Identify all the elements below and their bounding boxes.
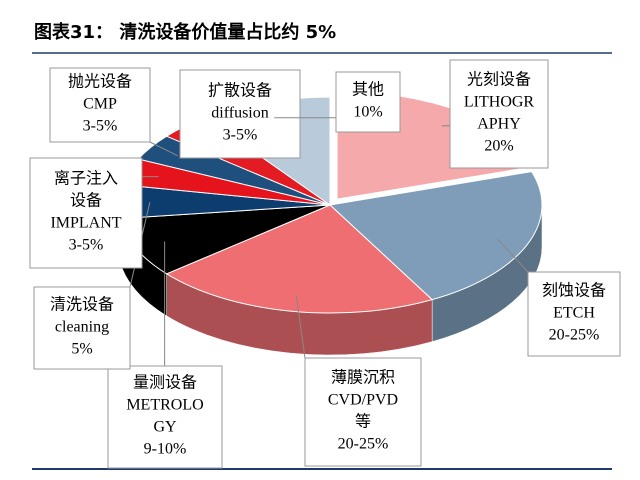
category-label: ETCH xyxy=(553,305,595,322)
callout-box xyxy=(29,157,143,269)
callout-box xyxy=(107,365,223,469)
callout-box xyxy=(49,67,151,143)
value-label: 3-5% xyxy=(69,237,104,254)
callout-box xyxy=(304,357,422,467)
category-label: METROLO xyxy=(126,397,203,414)
value-label: 20% xyxy=(484,138,513,155)
callout-box xyxy=(449,59,549,169)
category-label: 设备 xyxy=(70,192,102,210)
category-label: GY xyxy=(153,419,177,436)
callout-box xyxy=(527,271,621,357)
leader-line xyxy=(295,295,306,359)
category-label: 抛光设备 xyxy=(68,73,132,91)
category-label: cleaning xyxy=(55,319,109,336)
chart-title: 图表31： 清洗设备价值量占比约 5% xyxy=(34,21,336,43)
category-label: 薄膜沉积 xyxy=(331,369,395,387)
category-label: CMP xyxy=(83,96,117,113)
slice xyxy=(328,171,543,301)
value-label: 9-10% xyxy=(144,441,187,458)
callout-box xyxy=(179,69,301,159)
category-label: 清洗设备 xyxy=(50,296,114,314)
callout-box xyxy=(33,286,131,370)
callout-box xyxy=(335,71,401,133)
leader-line xyxy=(497,238,529,273)
value-label: 10% xyxy=(353,104,382,121)
category-label: diffusion xyxy=(211,105,268,122)
category-label: 等 xyxy=(355,413,371,431)
slice xyxy=(165,204,434,314)
category-label: CVD/PVD xyxy=(328,392,398,409)
category-label: APHY xyxy=(477,116,521,133)
category-label: 刻蚀设备 xyxy=(542,282,606,300)
category-label: 离子注入 xyxy=(54,170,118,188)
category-label: 光刻设备 xyxy=(467,71,531,89)
value-label: 3-5% xyxy=(223,127,258,144)
category-label: 其他 xyxy=(352,81,384,99)
category-label: LITHOGR xyxy=(464,94,535,111)
category-label: 量测设备 xyxy=(133,374,197,392)
category-label: 扩散设备 xyxy=(208,82,272,100)
value-label: 3-5% xyxy=(83,118,118,135)
value-label: 20-25% xyxy=(549,327,600,344)
value-label: 5% xyxy=(71,341,92,358)
value-label: 20-25% xyxy=(338,436,389,453)
labels: 光刻设备 LITHOGR APHY 20% 刻蚀设备 ETCH 20-25% 薄膜沉积 CVD/… xyxy=(29,59,621,469)
leader-line xyxy=(149,141,179,157)
category-label: IMPLANT xyxy=(50,215,121,232)
